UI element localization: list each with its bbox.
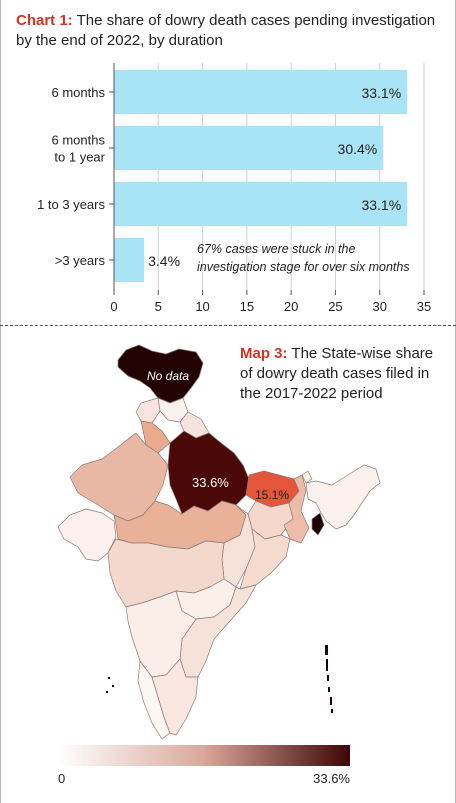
annotation-text: investigation stage for over six months — [197, 260, 410, 274]
map-3-india-map: No data 33.6% 15.1% 0 33.6% — [57, 344, 381, 786]
region-northeast — [305, 464, 381, 530]
map-legend-min-label: 0 — [58, 771, 65, 786]
x-tick-label: 5 — [155, 299, 162, 314]
bar — [114, 182, 408, 226]
map-3-title-lead: Map 3: — [240, 345, 288, 362]
region-tripura — [311, 512, 325, 536]
region-uttar-pradesh — [167, 430, 250, 515]
map-3-title: Map 3: The State-wise share of dowry dea… — [240, 344, 440, 404]
chart-1-title: Chart 1: The share of dowry death cases … — [16, 11, 446, 51]
x-tick-label: 15 — [240, 299, 254, 314]
y-tick-label: to 1 year — [54, 150, 105, 165]
data-label: 33.1% — [361, 197, 401, 213]
region-west-bengal — [283, 474, 310, 544]
map-label-no-data: No data — [147, 369, 189, 383]
x-tick-label: 10 — [195, 299, 209, 314]
map-regions — [57, 344, 381, 740]
annotation-text: 67% cases were stuck in the — [197, 242, 355, 256]
region-sikkim — [301, 470, 313, 484]
region-karnataka — [125, 590, 197, 678]
bar — [114, 238, 145, 282]
y-tick-label: >3 years — [55, 253, 106, 268]
x-tick-label: 20 — [284, 299, 298, 314]
chart-1-panel: Chart 1: The share of dowry death cases … — [0, 0, 456, 325]
chart-1-bar-chart: 6 months 33.1% 6 months to 1 year 30.4% 1 to … — [37, 63, 431, 314]
data-label: 33.1% — [361, 85, 401, 101]
x-tick-label: 30 — [372, 299, 386, 314]
region-punjab — [135, 397, 161, 424]
bar — [114, 126, 384, 170]
region-lakshadweep — [106, 677, 114, 693]
x-tick-label: 35 — [417, 299, 431, 314]
map-label-uttar-pradesh: 33.6% — [192, 475, 229, 490]
map-label-bihar: 15.1% — [255, 488, 289, 502]
region-gujarat — [57, 508, 117, 562]
data-label: 30.4% — [338, 141, 378, 157]
section-divider — [0, 325, 456, 326]
y-tick-label: 6 months — [52, 133, 106, 148]
region-tamil-nadu — [151, 658, 199, 736]
map-legend-max-label: 33.6% — [313, 771, 350, 786]
y-tick-label: 6 months — [52, 85, 106, 100]
region-jammu-kashmir — [117, 344, 204, 404]
y-tick-label: 1 to 3 years — [37, 197, 105, 212]
bar — [114, 70, 408, 114]
region-andaman-islands — [325, 645, 333, 713]
data-label: 3.4% — [148, 253, 180, 269]
x-tick-label: 0 — [110, 299, 117, 314]
chart-1-title-text: The share of dowry death cases pending i… — [16, 12, 436, 49]
region-odisha — [239, 528, 291, 590]
map-3-title-text: The State-wise share of dowry death case… — [240, 345, 434, 402]
chart-1-title-lead: Chart 1: — [16, 12, 73, 29]
x-tick-label: 25 — [328, 299, 342, 314]
frame-border-left — [0, 0, 1, 803]
map-legend-gradient — [58, 745, 350, 766]
